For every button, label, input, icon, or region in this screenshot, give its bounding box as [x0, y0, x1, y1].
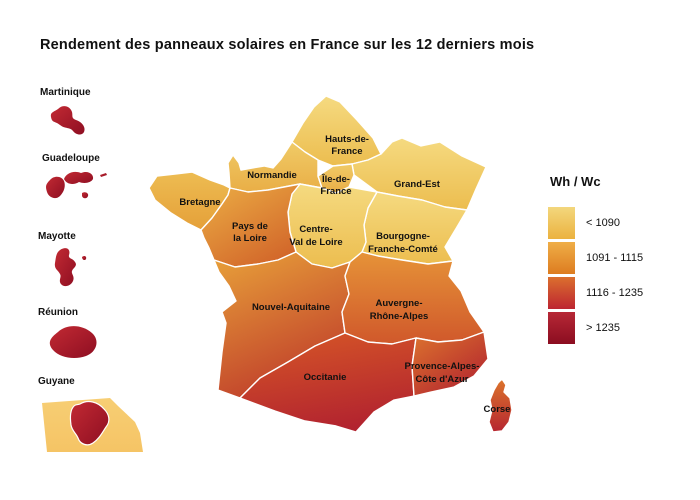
- legend-label-3: 1116 - 1235: [586, 287, 644, 299]
- label-nouvelle-aquitaine: Nouvel-Aquitaine: [252, 302, 330, 313]
- legend-swatch-2: [548, 242, 575, 274]
- label-grand-est: Grand-Est: [394, 179, 441, 190]
- label-occitanie: Occitanie: [304, 372, 347, 383]
- label-auvergne-rhone-alpes-2: Rhône-Alpes: [370, 311, 429, 322]
- overseas-label-reunion: Réunion: [38, 307, 78, 318]
- legend-label-4: > 1235: [586, 322, 620, 334]
- legend-swatch-1: [548, 207, 575, 239]
- page-title: Rendement des panneaux solaires en Franc…: [40, 37, 535, 53]
- legend-item-3: 1116 - 1235: [548, 277, 643, 309]
- label-ile-de-france-1: Île-de-: [321, 173, 350, 185]
- legend-label-1: < 1090: [586, 217, 620, 229]
- mayotte-shape: [54, 248, 87, 287]
- region-corse: [488, 378, 513, 433]
- guadeloupe-shape: [46, 171, 107, 199]
- legend-swatch-4: [548, 312, 575, 344]
- label-centre-val-de-loire-1: Centre-: [299, 224, 332, 235]
- overseas-label-martinique: Martinique: [40, 87, 91, 98]
- label-ile-de-france-2: France: [320, 186, 351, 197]
- legend-title: Wh / Wc: [550, 174, 601, 189]
- france-map: Hauts-de- France Normandie Île-de- Franc…: [148, 95, 513, 433]
- region-provence-alpes-cote-d-azur: [411, 331, 489, 397]
- label-centre-val-de-loire-2: Val de Loire: [289, 237, 342, 248]
- region-labels: Hauts-de- France Normandie Île-de- Franc…: [179, 134, 510, 415]
- legend-item-1: < 1090: [548, 207, 620, 239]
- guyane-shape: [42, 398, 143, 452]
- overseas-label-guyane: Guyane: [38, 376, 75, 387]
- label-corse: Corse: [484, 404, 511, 415]
- legend-item-4: > 1235: [548, 312, 620, 344]
- martinique-shape: [50, 106, 85, 135]
- overseas-label-mayotte: Mayotte: [38, 231, 76, 242]
- label-bourgogne-franche-comte-2: Franche-Comté: [368, 244, 438, 255]
- label-paca-1: Provence-Alpes-: [405, 361, 480, 372]
- label-paca-2: Côte d'Azur: [416, 374, 469, 385]
- legend-label-2: 1091 - 1115: [586, 252, 644, 264]
- label-hauts-de-france-2: France: [331, 146, 362, 157]
- label-hauts-de-france-1: Hauts-de-: [325, 134, 369, 145]
- label-pays-de-la-loire-1: Pays de: [232, 221, 268, 232]
- label-pays-de-la-loire-2: la Loire: [233, 233, 267, 244]
- label-bretagne: Bretagne: [179, 197, 220, 208]
- label-auvergne-rhone-alpes-1: Auvergne-: [376, 298, 423, 309]
- legend-swatch-3: [548, 277, 575, 309]
- region-occitanie: [239, 332, 417, 433]
- overseas-label-guadeloupe: Guadeloupe: [42, 153, 100, 164]
- legend-item-2: 1091 - 1115: [548, 242, 643, 274]
- label-normandie: Normandie: [247, 170, 297, 181]
- reunion-shape: [49, 326, 97, 358]
- label-bourgogne-franche-comte-1: Bourgogne-: [376, 231, 430, 242]
